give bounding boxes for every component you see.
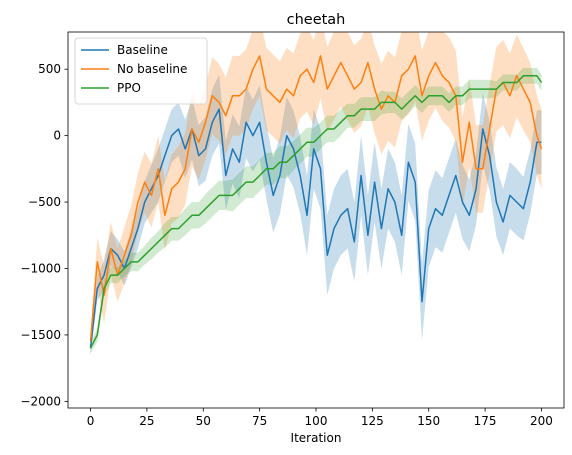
axes: 0 25 50 75 100 125 150 175 200 −2000 −1500 −1000 −50… [20,31,565,428]
y-tick-label: −2000 [20,394,61,408]
band-ppo [90,67,542,354]
legend: Baseline No baseline PPO [74,37,208,105]
x-tick-label: 0 [87,414,95,428]
line-baseline [89,108,542,349]
x-tick-label: 75 [252,414,267,428]
x-tick-label: 25 [139,414,154,428]
x-tick-label: 125 [361,414,384,428]
line-ppo [89,75,543,349]
x-tick-label: 200 [530,414,553,428]
chart-title: cheetah [287,12,346,28]
x-tick-label: 150 [417,414,440,428]
line-no-baseline [89,55,543,342]
x-tick-label: 50 [196,414,211,428]
x-axis-label: Iteration [291,431,342,445]
y-tick-label: −500 [28,195,61,209]
y-tick-label: −1000 [20,261,61,275]
y-tick-label: −1500 [20,328,61,342]
y-tick-label: 500 [38,62,61,76]
legend-label-no-baseline: No baseline [117,62,187,76]
legend-label-ppo: PPO [117,81,141,95]
x-tick-label: 100 [305,414,328,428]
legend-label-baseline: Baseline [117,43,168,57]
y-tick-label: 0 [53,129,61,143]
band-baseline [90,74,542,357]
band-no-baseline [90,32,542,351]
x-tick-label: 175 [474,414,497,428]
plot-area [89,32,543,357]
